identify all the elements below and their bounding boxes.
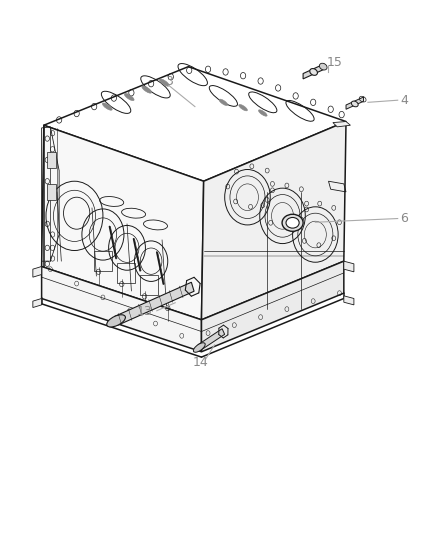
Polygon shape [33, 266, 42, 277]
Polygon shape [33, 298, 42, 308]
Text: 15: 15 [327, 56, 343, 69]
Polygon shape [47, 152, 56, 168]
Polygon shape [201, 122, 346, 320]
Polygon shape [198, 329, 225, 350]
Polygon shape [47, 184, 56, 200]
Ellipse shape [319, 63, 327, 70]
Polygon shape [346, 97, 364, 109]
Polygon shape [115, 282, 194, 325]
Text: 13: 13 [137, 305, 152, 318]
Ellipse shape [351, 101, 358, 107]
Polygon shape [42, 266, 201, 352]
Ellipse shape [102, 103, 112, 110]
Text: 14: 14 [193, 356, 208, 369]
Text: 4: 4 [400, 94, 408, 107]
Ellipse shape [239, 104, 247, 111]
Ellipse shape [124, 93, 134, 101]
Ellipse shape [142, 86, 152, 93]
Ellipse shape [286, 217, 299, 228]
Polygon shape [201, 261, 344, 352]
Ellipse shape [310, 69, 318, 75]
Ellipse shape [219, 99, 228, 106]
Polygon shape [303, 64, 324, 79]
Ellipse shape [159, 79, 169, 86]
Ellipse shape [282, 214, 303, 231]
Polygon shape [42, 125, 204, 320]
Text: 6: 6 [400, 212, 408, 225]
Polygon shape [344, 261, 354, 272]
Ellipse shape [258, 110, 267, 116]
Ellipse shape [194, 343, 205, 352]
Polygon shape [344, 296, 354, 305]
Text: 3: 3 [165, 75, 173, 88]
Polygon shape [333, 122, 350, 127]
Ellipse shape [107, 315, 125, 327]
